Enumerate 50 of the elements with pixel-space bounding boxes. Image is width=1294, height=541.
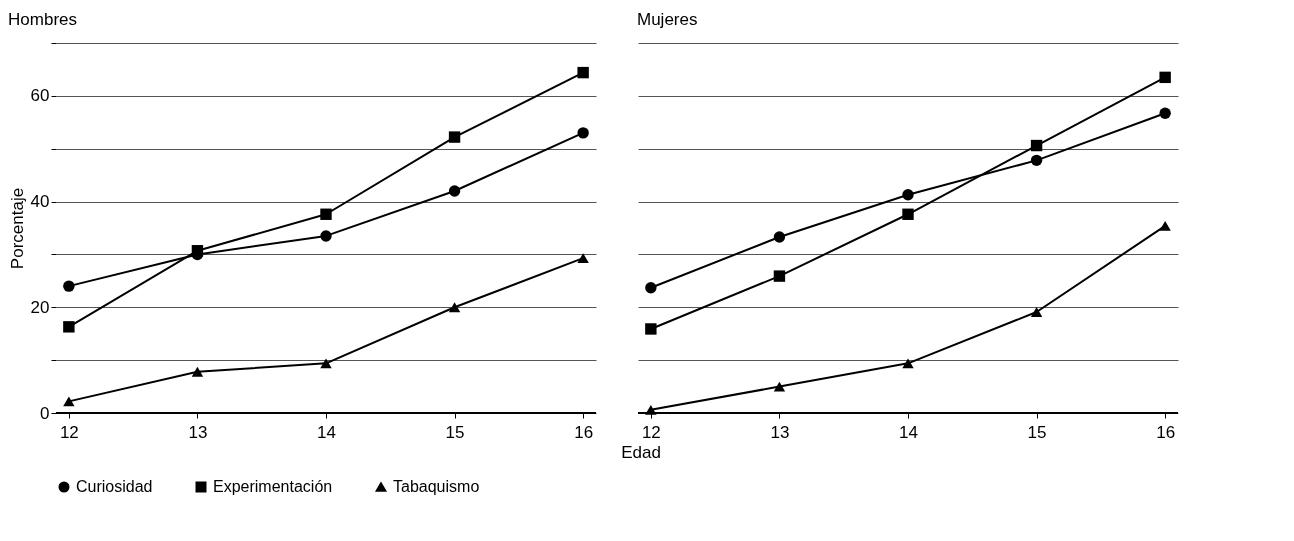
x-tick-label: 16 — [574, 422, 594, 442]
point — [645, 323, 657, 335]
point — [448, 185, 461, 197]
point — [902, 208, 914, 220]
x-tick-label: 16 — [1156, 422, 1176, 442]
point — [448, 131, 461, 143]
point — [191, 366, 204, 377]
point — [773, 231, 786, 243]
point — [1030, 139, 1043, 152]
point — [902, 189, 914, 201]
point — [63, 396, 75, 407]
y-tick-label: 20 — [30, 297, 50, 317]
chart-title: Hombres — [8, 9, 78, 29]
point — [902, 358, 914, 369]
point — [1030, 154, 1043, 167]
point — [63, 280, 75, 292]
x-tick-label: 13 — [188, 422, 208, 442]
point — [1030, 307, 1043, 317]
x-tick-label: 14 — [317, 422, 336, 442]
x-tick-label: 12 — [59, 422, 79, 442]
point — [773, 381, 786, 392]
x-axis-title: Edad — [621, 443, 661, 462]
point — [63, 321, 75, 333]
point — [645, 404, 657, 415]
point — [773, 270, 786, 282]
y-tick-label: 0 — [40, 403, 50, 423]
point — [577, 66, 589, 79]
point — [1159, 107, 1171, 119]
point — [1159, 220, 1171, 231]
point — [1159, 71, 1171, 84]
x-tick-label: 15 — [445, 422, 465, 442]
x-tick-label: 12 — [641, 422, 661, 442]
point — [645, 282, 657, 294]
point — [577, 127, 589, 139]
point — [448, 302, 461, 313]
x-tick-label: 15 — [1027, 422, 1047, 442]
chart-title: Mujeres — [637, 10, 698, 29]
legend-label: Tabaquismo — [393, 478, 480, 495]
y-axis-title: Porcentaje — [7, 187, 27, 270]
point — [320, 358, 332, 369]
legend-label: Experimentación — [213, 478, 333, 495]
y-tick-label: 40 — [30, 192, 50, 212]
point — [320, 208, 332, 220]
legend-label: Curiosidad — [76, 478, 153, 495]
point — [577, 253, 589, 264]
x-tick-label: 13 — [770, 422, 790, 442]
y-tick-label: 60 — [30, 86, 50, 106]
x-tick-label: 14 — [899, 422, 918, 442]
point — [320, 230, 332, 242]
point — [191, 245, 204, 257]
